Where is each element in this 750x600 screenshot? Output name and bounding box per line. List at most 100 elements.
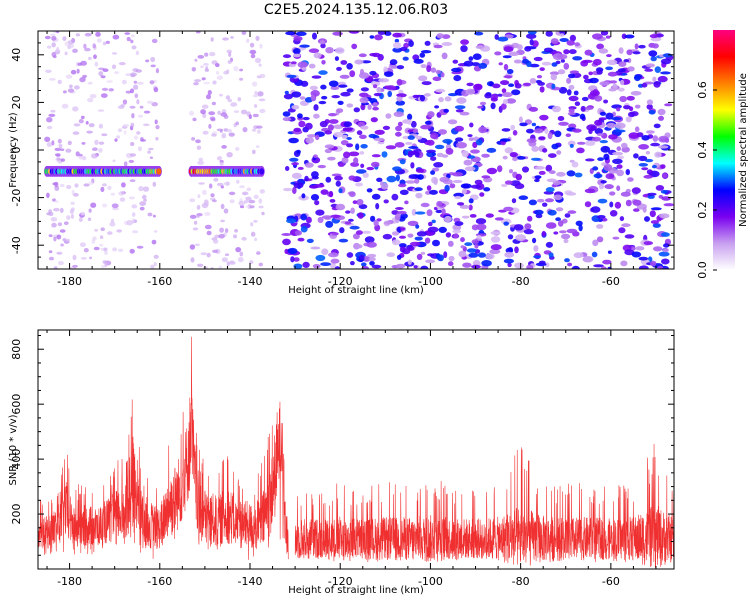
heatmap-cell	[468, 204, 473, 211]
heatmap-cell	[490, 236, 501, 243]
heatmap-cell	[628, 132, 640, 139]
heatmap-cell	[98, 123, 103, 129]
heatmap-cell	[94, 139, 99, 145]
heatmap-cell	[471, 62, 480, 67]
heatmap-cell	[567, 140, 576, 147]
heatmap-cell	[645, 63, 655, 68]
heatmap-cell	[114, 71, 120, 75]
heatmap-cell	[51, 42, 56, 48]
heatmap-cell	[507, 234, 514, 240]
heatmap-cell	[130, 122, 135, 128]
heatmap-cell	[348, 31, 360, 34]
heatmap-cell	[56, 31, 60, 34]
heatmap-cell	[660, 164, 666, 169]
heatmap-cell	[426, 209, 433, 217]
heatmap-cell	[75, 151, 80, 157]
heatmap-cell	[48, 256, 55, 261]
heatmap-cell	[48, 113, 56, 117]
heatmap-cell	[634, 43, 639, 50]
heatmap-cell	[596, 43, 604, 50]
heatmap-cell	[560, 59, 566, 63]
heatmap-cell	[638, 144, 649, 150]
heatmap-cell	[82, 156, 87, 161]
heatmap-cell	[383, 199, 389, 204]
heatmap-cell	[650, 56, 657, 62]
heatmap-cell	[503, 221, 510, 226]
heatmap-cell	[91, 153, 98, 159]
heatmap-cell	[449, 183, 456, 189]
heatmap-cell	[644, 216, 650, 222]
heatmap-cell	[221, 257, 228, 263]
heatmap-cell	[223, 181, 231, 186]
heatmap-cell	[97, 109, 105, 112]
heatmap-cell	[350, 261, 355, 266]
heatmap-cell	[47, 45, 52, 49]
heatmap-cell	[348, 175, 356, 181]
heatmap-cell	[415, 135, 423, 140]
heatmap-cell	[497, 93, 503, 97]
heatmap-cell	[479, 101, 487, 106]
heatmap-cell	[385, 85, 396, 90]
heatmap-cell	[111, 203, 119, 209]
heatmap-cell	[465, 88, 476, 95]
heatmap-cell	[87, 97, 94, 103]
heatmap-cell	[444, 184, 450, 192]
heatmap-cell	[624, 234, 635, 239]
heatmap-cell	[481, 153, 490, 158]
heatmap-cell	[490, 244, 502, 251]
heatmap-cell	[90, 202, 97, 208]
heatmap-cell	[395, 131, 402, 137]
heatmap-cell	[459, 204, 470, 209]
heatmap-cell	[334, 266, 341, 269]
heatmap-cell	[202, 130, 209, 135]
heatmap-cell	[594, 95, 603, 102]
heatmap-cell	[95, 31, 101, 37]
heatmap-cell	[454, 105, 466, 110]
heatmap-cell	[311, 75, 322, 79]
heatmap-cell	[48, 234, 53, 238]
heatmap-cell	[334, 175, 343, 181]
heatmap-cell	[596, 224, 604, 229]
heatmap-cell	[240, 109, 248, 115]
snr-x-tick-label: -80	[512, 575, 530, 588]
heatmap-cell	[492, 83, 501, 89]
heatmap-cell	[437, 254, 445, 262]
heatmap-cell	[84, 32, 92, 37]
heatmap-cell	[571, 265, 580, 269]
heatmap-cell	[566, 40, 575, 46]
heatmap-cell	[568, 95, 579, 102]
heatmap-cell	[216, 156, 223, 161]
heatmap-cell	[348, 151, 360, 157]
heatmap-cell	[67, 43, 74, 49]
heatmap-cell	[426, 139, 435, 146]
heatmap-cell	[374, 129, 385, 135]
signal-band-cell	[259, 168, 265, 175]
heatmap-cell	[239, 251, 244, 257]
heatmap-cell	[539, 67, 545, 71]
heatmap-cell	[370, 215, 376, 222]
heatmap-cell	[234, 229, 239, 233]
heatmap-cell	[643, 241, 653, 246]
heatmap-cell	[602, 259, 612, 265]
heatmap-cell	[284, 248, 289, 254]
heatmap-cell	[646, 104, 653, 110]
heatmap-cell	[555, 217, 561, 222]
heatmap-cell	[369, 53, 377, 57]
heatmap-cell	[646, 130, 655, 134]
heatmap-cell	[258, 63, 262, 67]
heatmap-cell	[519, 122, 528, 127]
heatmap-cell	[606, 59, 618, 65]
heatmap-cell	[494, 34, 499, 40]
heatmap-cell	[248, 199, 256, 204]
heatmap-cell	[631, 251, 642, 258]
heatmap-cell	[512, 156, 518, 162]
heatmap-cell	[600, 180, 607, 184]
heatmap-cell	[586, 124, 597, 131]
heatmap-cell	[515, 234, 526, 242]
heatmap-cell	[343, 121, 352, 128]
heatmap-cell	[198, 182, 205, 185]
heatmap-cell	[529, 63, 540, 68]
heatmap-cell	[413, 58, 424, 64]
heatmap-cell	[653, 246, 663, 252]
